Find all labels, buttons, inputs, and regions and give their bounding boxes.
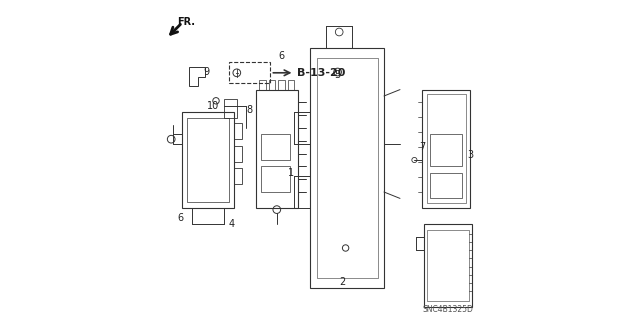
Text: 6: 6 <box>278 51 285 61</box>
Bar <box>278 80 285 90</box>
Text: 1: 1 <box>288 168 294 178</box>
Text: 9: 9 <box>204 67 209 77</box>
Text: B-13-20: B-13-20 <box>297 68 345 78</box>
Bar <box>261 134 290 160</box>
Text: 5: 5 <box>335 70 340 80</box>
Bar <box>224 99 237 118</box>
Bar <box>288 80 294 90</box>
Text: 7: 7 <box>419 142 426 152</box>
Bar <box>430 134 462 166</box>
Text: 8: 8 <box>246 105 253 116</box>
Bar <box>229 62 270 83</box>
Bar <box>261 166 290 192</box>
Text: 2: 2 <box>339 276 346 287</box>
Text: FR.: FR. <box>178 17 196 27</box>
Bar <box>234 168 242 184</box>
Text: 4: 4 <box>229 219 235 229</box>
Text: 6: 6 <box>178 212 184 223</box>
Text: 10: 10 <box>207 100 219 111</box>
Bar <box>430 173 462 198</box>
Bar <box>259 80 266 90</box>
Bar <box>269 80 275 90</box>
Bar <box>234 123 242 139</box>
Text: SNC4B1325D: SNC4B1325D <box>423 305 474 314</box>
Text: 3: 3 <box>467 150 474 160</box>
Bar <box>234 146 242 162</box>
